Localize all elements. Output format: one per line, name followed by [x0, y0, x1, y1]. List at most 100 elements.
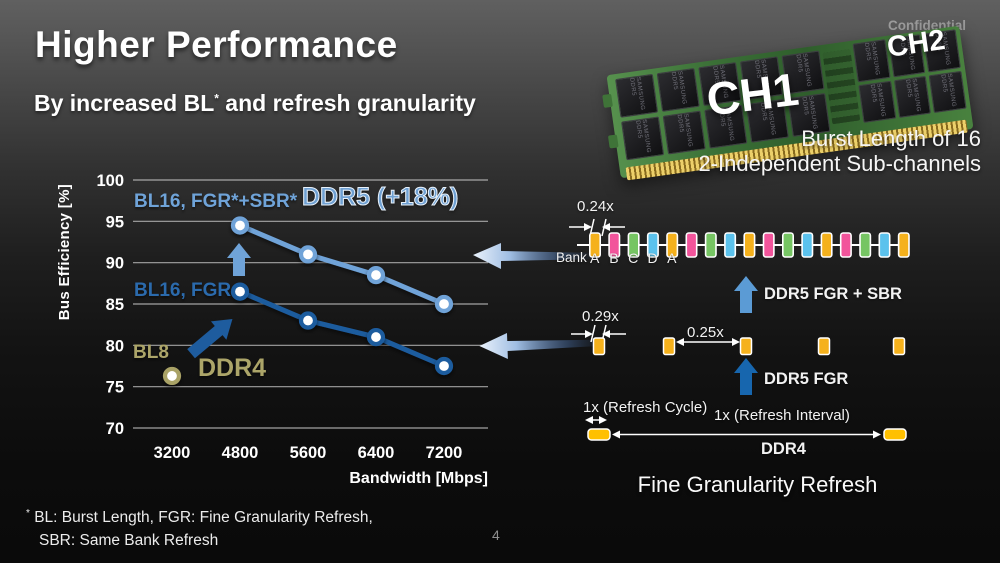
dram-chip-label: SAMSUNG DDR5 — [669, 70, 687, 106]
refresh-bar — [820, 232, 833, 258]
measure-029x-label: 0.29x — [582, 308, 619, 325]
data-point — [434, 294, 454, 314]
module-caption-line2: 2-Independent Sub-channels — [698, 151, 981, 176]
refresh-bar — [666, 232, 679, 258]
data-point — [162, 366, 182, 386]
refresh-bar — [762, 232, 775, 258]
x-axis-title: Bandwidth [Mbps] — [349, 470, 488, 487]
module-caption-line1: Burst Length of 16 — [801, 126, 981, 151]
y-tick: 75 — [106, 379, 124, 397]
series-label-bl8: BL8 — [133, 342, 169, 363]
data-point — [298, 245, 318, 264]
connector-arrows — [473, 243, 603, 360]
annotation-ddr4: DDR4 — [198, 354, 267, 382]
ddr4-refresh-bar — [587, 428, 611, 441]
pcb-notch — [602, 93, 613, 108]
refresh-bar-fgr — [817, 337, 831, 356]
x-tick: 7200 — [426, 444, 463, 462]
refresh-bar — [704, 232, 717, 258]
refresh-bar — [878, 232, 891, 258]
ddr4-label: DDR4 — [761, 440, 806, 458]
up-arrow-fgr — [734, 358, 758, 395]
series-label-bl16-fgr-sbr: BL16, FGR*+SBR* — [134, 191, 298, 212]
left-arrow-upper — [473, 243, 597, 269]
refresh-bar-fgr — [662, 337, 676, 356]
y-tick: 70 — [106, 420, 124, 438]
x-tick: 3200 — [154, 444, 191, 462]
dram-chip-label: SAMSUNG DDR5 — [903, 77, 922, 113]
data-point — [298, 311, 318, 330]
refresh-bar — [685, 232, 698, 258]
refresh-bar — [724, 232, 737, 258]
refresh-bar — [782, 232, 795, 258]
y-tick: 90 — [106, 255, 124, 273]
dram-chip: SAMSUNG DDR5 — [928, 70, 967, 114]
dram-chip-label: SAMSUNG DDR5 — [868, 82, 886, 117]
series-label-bl16-fgr: BL16, FGR — [134, 280, 232, 301]
footnote-line1: * BL: Burst Length, FGR: Fine Granularit… — [26, 502, 373, 529]
annotation-ddr5: DDR5 (+18%) — [301, 183, 459, 212]
diagram-caption: Fine Granularity Refresh — [637, 472, 878, 497]
bank-letter: D — [647, 250, 658, 266]
ddr4-refresh-bar — [883, 428, 907, 441]
series-line — [237, 222, 447, 307]
x-tick: 6400 — [358, 444, 395, 462]
refresh-interval-label: 1x (Refresh Interval) — [714, 407, 850, 424]
footnote-line2: SBR: Same Bank Refresh — [39, 532, 219, 550]
refresh-bar — [608, 232, 621, 258]
refresh-bar — [646, 232, 659, 258]
y-tick: 85 — [106, 296, 124, 314]
up-right-arrow-dark — [187, 319, 233, 359]
refresh-cycle-label: 1x (Refresh Cycle) — [583, 399, 708, 416]
data-point — [230, 282, 250, 301]
bank-letter: C — [628, 250, 639, 266]
dram-chip: SAMSUNG DDR5 — [852, 39, 891, 82]
refresh-bar — [801, 232, 814, 258]
dram-chip-label: SAMSUNG DDR5 — [939, 72, 957, 108]
up-arrow-fgr-sbr — [734, 276, 758, 313]
measure-024x-label: 0.24x — [577, 198, 614, 215]
bank-letter: B — [609, 250, 619, 266]
dram-chip: SAMSUNG DDR5 — [858, 80, 896, 123]
refresh-bar — [839, 232, 852, 258]
dram-chip-label: SAMSUNG DDR5 — [862, 41, 881, 76]
footnote: * BL: Burst Length, FGR: Fine Granularit… — [26, 502, 373, 552]
bus-efficiency-chart: 70 75 80 85 90 95 100 3200 4800 5600 6400 7200 Bandw… — [96, 172, 488, 487]
data-point — [366, 327, 386, 347]
ddr5-fgr-label: DDR5 FGR — [764, 370, 849, 388]
footnote-star: * — [26, 508, 30, 519]
dram-chip: SAMSUNG DDR5 — [893, 75, 932, 118]
dram-chip: SAMSUNG DDR5 — [656, 67, 700, 112]
bank-letter: A — [589, 250, 600, 266]
dram-chip: SAMSUNG DDR5 — [621, 116, 665, 161]
subtitle-post: and refresh granularity — [218, 90, 476, 116]
data-point — [366, 265, 386, 285]
data-point — [230, 216, 250, 235]
y-tick: 80 — [106, 337, 124, 355]
refresh-bar — [627, 232, 640, 258]
refresh-bar — [859, 232, 872, 258]
channel1-label: CH1 — [703, 62, 802, 126]
left-arrow-lower — [479, 333, 603, 360]
refresh-bar — [588, 232, 601, 258]
ddr5-fgr-sbr-label: DDR5 FGR + SBR — [764, 285, 902, 303]
refresh-bar-fgr — [739, 337, 753, 356]
footnote-line1-text: BL: Burst Length, FGR: Fine Granularity … — [34, 509, 373, 527]
y-tick: 95 — [106, 213, 124, 231]
up-arrow-light — [227, 243, 251, 276]
page-number: 4 — [492, 527, 500, 543]
module-caption: Burst Length of 16 2-Independent Sub-cha… — [698, 126, 981, 176]
x-tick: 4800 — [222, 444, 259, 462]
dram-chip-label: SAMSUNG DDR5 — [675, 113, 693, 148]
refresh-diagram — [569, 218, 910, 441]
dram-chip-label: SAMSUNG DDR5 — [628, 76, 646, 111]
refresh-bar-fgr — [592, 337, 606, 356]
dram-chip-label: SAMSUNG DDR5 — [634, 119, 652, 154]
bank-letter: A — [667, 250, 677, 266]
refresh-bar — [743, 232, 756, 258]
series-line — [237, 289, 447, 369]
y-tick: 100 — [96, 172, 124, 190]
bank-label: Bank — [556, 250, 587, 265]
